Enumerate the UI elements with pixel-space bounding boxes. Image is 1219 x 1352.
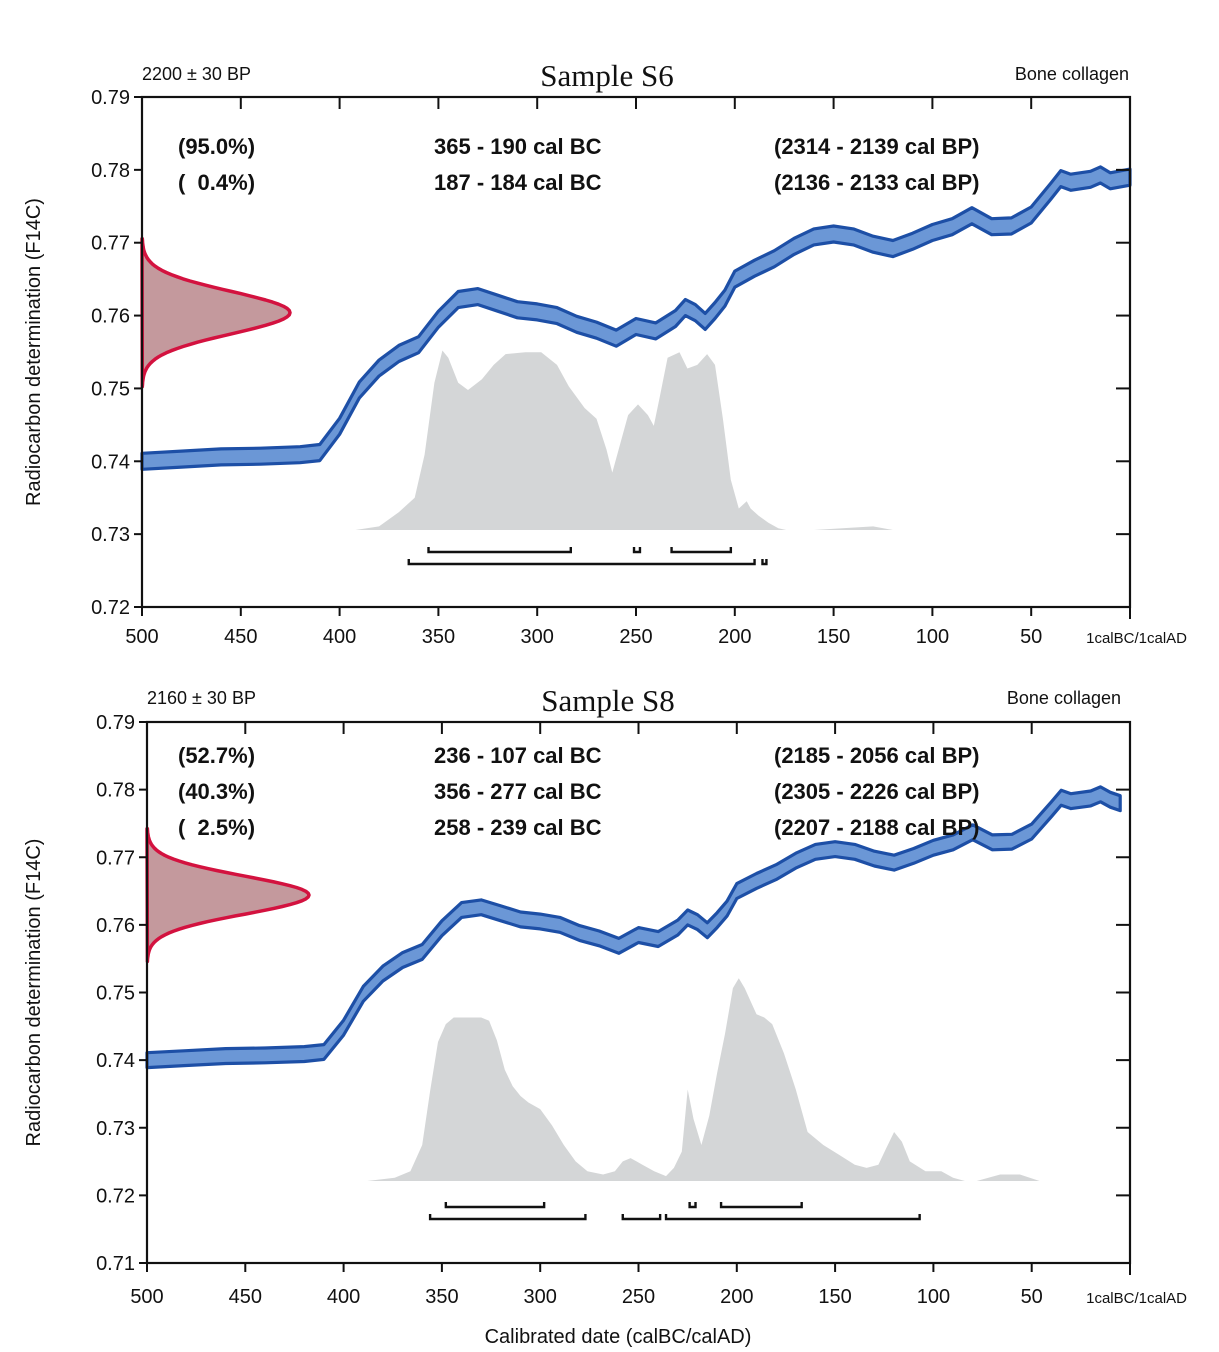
chart-title: Sample S6 <box>540 58 673 93</box>
y-tick-label: 0.75 <box>91 378 130 400</box>
y-tick-label: 0.72 <box>96 1185 135 1207</box>
y-tick-label: 0.79 <box>91 87 130 109</box>
chart-title: Sample S8 <box>541 683 674 718</box>
range-bracket <box>444 1202 546 1209</box>
y-tick-label: 0.76 <box>96 915 135 937</box>
x-tick-label: 450 <box>229 1286 262 1308</box>
range-bracket <box>719 1202 803 1209</box>
range-bracket <box>407 559 756 566</box>
range-bracket <box>688 1202 697 1209</box>
y-tick-label: 0.74 <box>91 451 130 473</box>
range-cal-bc: 356 - 277 cal BC <box>434 779 602 804</box>
x-tick-label: 100 <box>916 626 949 648</box>
y-tick-label: 0.73 <box>91 524 130 546</box>
x-tick-label: 500 <box>125 626 158 648</box>
chart-panel-1: 0.72 0.73 0.74 0.75 0.76 0.77 0.78 0.79 500 450 40… <box>23 58 1187 648</box>
x-tick-label: 500 <box>130 1286 163 1308</box>
range-bracket <box>632 547 642 554</box>
range-probability: (40.3%) <box>178 779 255 804</box>
range-cal-bc: 258 - 239 cal BC <box>434 815 602 840</box>
x-unit-label: 1calBC/1calAD <box>1086 630 1187 647</box>
x-tick-label: 50 <box>1020 626 1042 648</box>
x-unit-label: 1calBC/1calAD <box>1086 1290 1187 1307</box>
range-probability: ( 0.4%) <box>178 170 255 195</box>
y-axis-title: Radiocarbon determination (F14C) <box>23 198 45 506</box>
y-tick-label: 0.75 <box>96 983 135 1005</box>
x-tick-label: 250 <box>622 1286 655 1308</box>
x-tick-label: 100 <box>917 1286 950 1308</box>
figure-group: 0.72 0.73 0.74 0.75 0.76 0.77 0.78 0.79 500 450 40… <box>23 58 1187 1348</box>
range-cal-bc: 187 - 184 cal BC <box>434 170 602 195</box>
x-tick-label: 300 <box>524 1286 557 1308</box>
range-bracket <box>761 559 768 566</box>
calibration-curve-band <box>145 785 1122 1070</box>
y-tick-label: 0.73 <box>96 1118 135 1140</box>
determination-label: 2200 ± 30 BP <box>142 64 251 84</box>
range-bracket <box>428 1214 587 1221</box>
plot-frame <box>145 720 1132 1265</box>
range-cal-bp: (2185 - 2056 cal BP) <box>774 743 979 768</box>
range-cal-bc: 365 - 190 cal BC <box>434 134 602 159</box>
range-probability: (52.7%) <box>178 743 255 768</box>
range-cal-bc: 236 - 107 cal BC <box>434 743 602 768</box>
x-tick-label: 200 <box>718 626 751 648</box>
y-axis-title: Radiocarbon determination (F14C) <box>23 839 45 1147</box>
x-tick-label: 400 <box>323 626 356 648</box>
x-tick-label: 50 <box>1021 1286 1043 1308</box>
y-tick-label: 0.79 <box>96 712 135 734</box>
x-tick-label: 450 <box>224 626 257 648</box>
range-probability: ( 2.5%) <box>178 815 255 840</box>
x-tick-label: 150 <box>817 626 850 648</box>
range-bracket <box>621 1214 662 1221</box>
range-bracket <box>670 547 733 554</box>
calibrated-probability-area <box>355 350 933 530</box>
y-tick-label: 0.78 <box>91 160 130 182</box>
y-tick-label: 0.71 <box>96 1253 135 1275</box>
y-tick-label: 0.77 <box>91 233 130 255</box>
calibrated-probability-area <box>367 978 1091 1181</box>
determination-label: 2160 ± 30 BP <box>147 688 256 708</box>
x-tick-label: 150 <box>818 1286 851 1308</box>
y-tick-label: 0.77 <box>96 847 135 869</box>
x-tick-label: 400 <box>327 1286 360 1308</box>
x-tick-label: 300 <box>521 626 554 648</box>
range-cal-bp: (2314 - 2139 cal BP) <box>774 134 979 159</box>
y-tick-label: 0.76 <box>91 306 130 328</box>
y-tick-label: 0.78 <box>96 780 135 802</box>
range-probability: (95.0%) <box>178 134 255 159</box>
range-cal-bp: (2207 - 2188 cal BP) <box>774 815 979 840</box>
x-tick-label: 350 <box>425 1286 458 1308</box>
chart-panel-2: 0.71 0.72 0.73 0.74 0.75 0.76 0.77 0.78 0.79 500 4… <box>23 683 1187 1348</box>
measurement-distribution <box>140 236 292 389</box>
x-tick-label: 350 <box>422 626 455 648</box>
material-label: Bone collagen <box>1015 64 1129 84</box>
measurement-distribution <box>145 827 311 964</box>
range-bracket <box>664 1214 921 1221</box>
range-cal-bp: (2136 - 2133 cal BP) <box>774 170 979 195</box>
x-axis-title: Calibrated date (calBC/calAD) <box>485 1326 752 1348</box>
x-tick-label: 200 <box>720 1286 753 1308</box>
x-tick-label: 250 <box>619 626 652 648</box>
range-cal-bp: (2305 - 2226 cal BP) <box>774 779 979 804</box>
y-tick-label: 0.74 <box>96 1050 135 1072</box>
range-bracket <box>427 547 572 554</box>
y-tick-label: 0.72 <box>91 597 130 619</box>
material-label: Bone collagen <box>1007 688 1121 708</box>
plot-frame <box>140 95 1132 609</box>
